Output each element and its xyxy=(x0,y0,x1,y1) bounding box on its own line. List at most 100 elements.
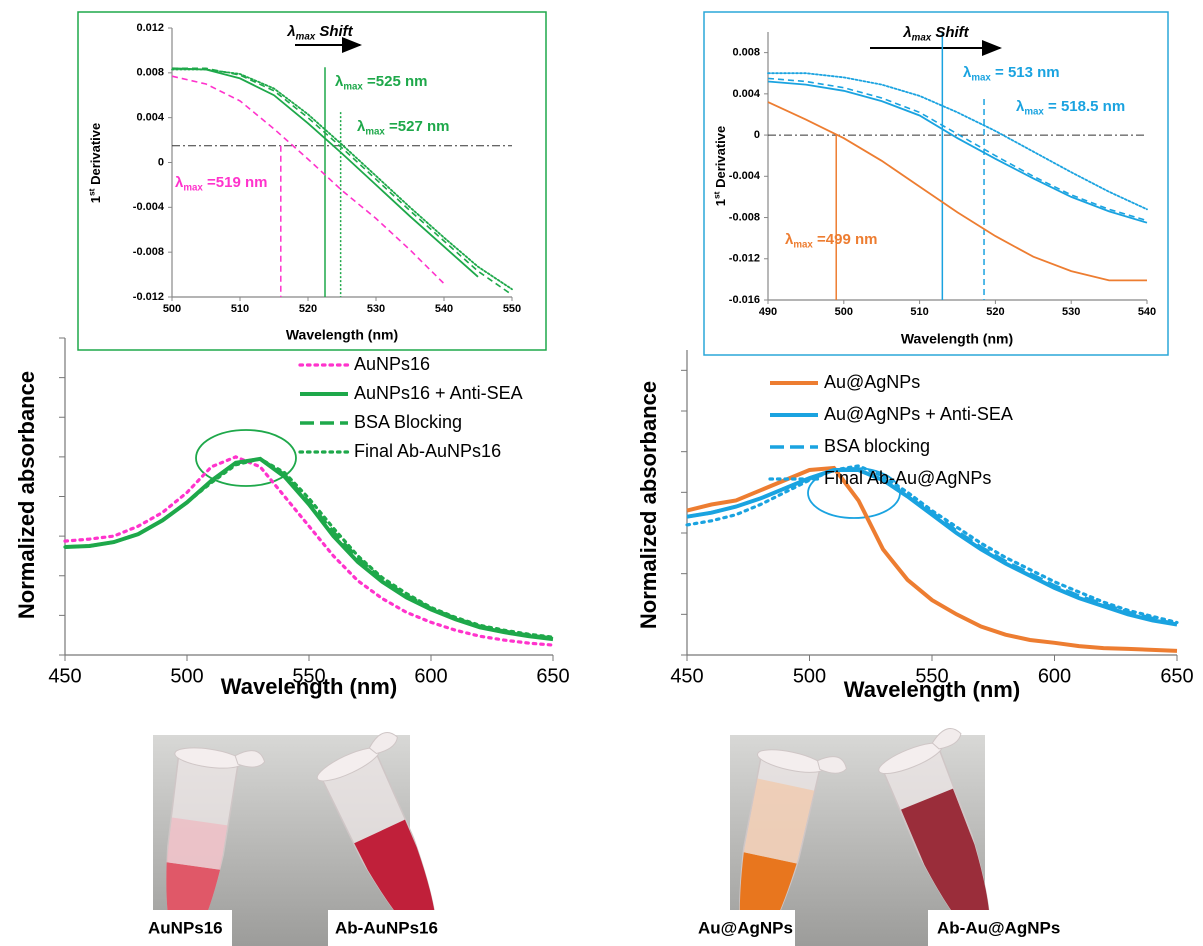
series-line xyxy=(64,456,554,642)
x-tick-label: 500 xyxy=(163,303,181,315)
lambda-max-label-part: = 513 nm xyxy=(991,64,1060,81)
x-tick-label: 510 xyxy=(910,306,928,318)
legend-label: Final Ab-AuNPs16 xyxy=(354,441,501,461)
x-axis-label: Wavelength (nm) xyxy=(286,327,398,343)
photo-label: Ab-AuNPs16 xyxy=(335,918,438,937)
series-line xyxy=(64,457,554,640)
inset-frame xyxy=(703,11,1169,356)
x-tick-label: 650 xyxy=(536,665,569,687)
lambda-max-label-part: λ xyxy=(335,73,344,90)
label-box xyxy=(685,910,795,946)
x-axis-label: Wavelength (nm) xyxy=(844,677,1020,702)
series-line xyxy=(171,67,479,278)
series-line xyxy=(767,80,1148,224)
legend-label: BSA blocking xyxy=(824,436,930,456)
x-tick-label: 550 xyxy=(503,303,521,315)
x-tick-label: 520 xyxy=(299,303,317,315)
chart-title-part: Shift xyxy=(931,24,969,41)
label-box xyxy=(928,910,1128,946)
chart-title-part: λ xyxy=(902,24,911,41)
y-axis-label: Normalized absorbance xyxy=(636,381,661,629)
legend-label: AuNPs16 xyxy=(354,354,430,374)
series-line xyxy=(767,101,1147,282)
lambda-max-label-part: λ xyxy=(963,64,972,81)
series-line xyxy=(171,75,445,285)
x-tick-label: 650 xyxy=(1160,665,1193,687)
y-tick-label: -0.012 xyxy=(133,291,164,303)
lambda-max-label-part: λ xyxy=(785,231,794,248)
y-tick-label: 0 xyxy=(754,129,760,141)
y-axis-label: 1st Derivative xyxy=(87,123,104,204)
chart-title: λmax Shift xyxy=(286,23,353,42)
legend-label: Au@AgNPs xyxy=(824,372,920,392)
x-tick-label: 450 xyxy=(48,665,81,687)
lambda-max-label-part: =519 nm xyxy=(203,174,268,191)
lambda-max-label-sub: max xyxy=(343,81,363,92)
x-tick-label: 550 xyxy=(915,665,948,687)
series-line xyxy=(172,67,513,296)
y-axis-label: 1st Derivative xyxy=(712,126,729,207)
lambda-max-label-sub: max xyxy=(1024,106,1044,117)
y-axis-label-part: 1 xyxy=(713,199,728,206)
x-tick-label: 510 xyxy=(231,303,249,315)
y-tick-label: 0.004 xyxy=(732,88,760,100)
lambda-max-label-sub: max xyxy=(971,72,991,83)
lambda-max-label-part: λ xyxy=(1016,98,1025,115)
y-axis-label: Normalized absorbance xyxy=(14,371,39,619)
y-tick-label: -0.008 xyxy=(729,211,760,223)
lambda-max-label: λmax = 513 nm xyxy=(963,64,1060,83)
x-tick-label: 540 xyxy=(435,303,453,315)
lambda-max-label-part: =527 nm xyxy=(385,118,450,135)
lambda-max-label-part: λ xyxy=(357,118,366,135)
x-axis-label: Wavelength (nm) xyxy=(221,674,397,699)
x-tick-label: 530 xyxy=(1062,306,1080,318)
lambda-max-label-sub: max xyxy=(365,126,385,137)
legend-label: Final Ab-Au@AgNPs xyxy=(824,468,991,488)
series-line xyxy=(767,77,1148,222)
photo xyxy=(714,724,1039,946)
y-tick-label: 0.004 xyxy=(136,112,164,124)
y-tick-label: 0.012 xyxy=(136,22,164,34)
photo-label: AuNPs16 xyxy=(148,918,223,937)
lambda-max-label-sub: max xyxy=(793,239,813,250)
photo-label: Au@AgNPs xyxy=(698,918,793,937)
lambda-max-label: λmax =499 nm xyxy=(785,231,877,250)
legend-label: AuNPs16 + Anti-SEA xyxy=(354,383,523,403)
y-axis-label-sup: st xyxy=(87,188,97,196)
x-tick-label: 500 xyxy=(835,306,853,318)
y-tick-label: -0.008 xyxy=(133,246,164,258)
x-tick-label: 450 xyxy=(670,665,703,687)
lambda-max-label: λmax =519 nm xyxy=(175,174,267,193)
series-line xyxy=(767,72,1148,211)
y-tick-label: 0.008 xyxy=(732,47,760,59)
lambda-max-label-part: =499 nm xyxy=(813,231,878,248)
x-axis-label: Wavelength (nm) xyxy=(901,331,1013,347)
y-tick-label: -0.012 xyxy=(729,253,760,265)
chart-title-sub: max xyxy=(296,31,316,42)
y-axis-label-part: Derivative xyxy=(713,126,728,192)
lambda-max-label: λmax =525 nm xyxy=(335,73,427,92)
y-tick-label: -0.004 xyxy=(133,201,165,213)
series-line xyxy=(685,464,1179,625)
y-axis-label-part: 1 xyxy=(88,196,103,203)
y-tick-label: 0 xyxy=(158,156,164,168)
lambda-max-label: λmax = 518.5 nm xyxy=(1016,98,1125,117)
inset-frame xyxy=(77,11,547,351)
photo-label: Ab-Au@AgNPs xyxy=(937,918,1060,937)
series-line xyxy=(171,68,513,291)
lambda-max-label-part: λ xyxy=(175,174,184,191)
x-tick-label: 500 xyxy=(170,665,203,687)
x-tick-label: 530 xyxy=(367,303,385,315)
x-tick-label: 490 xyxy=(759,306,777,318)
lambda-max-label-part: =525 nm xyxy=(363,73,428,90)
x-tick-label: 540 xyxy=(1138,306,1156,318)
x-tick-label: 500 xyxy=(793,665,826,687)
x-tick-label: 600 xyxy=(414,665,447,687)
y-axis-label-part: Derivative xyxy=(88,123,103,189)
x-tick-label: 550 xyxy=(292,665,325,687)
series-line xyxy=(63,457,555,639)
label-box xyxy=(130,910,232,946)
x-tick-label: 520 xyxy=(986,306,1004,318)
legend-label: Au@AgNPs + Anti-SEA xyxy=(824,404,1013,424)
